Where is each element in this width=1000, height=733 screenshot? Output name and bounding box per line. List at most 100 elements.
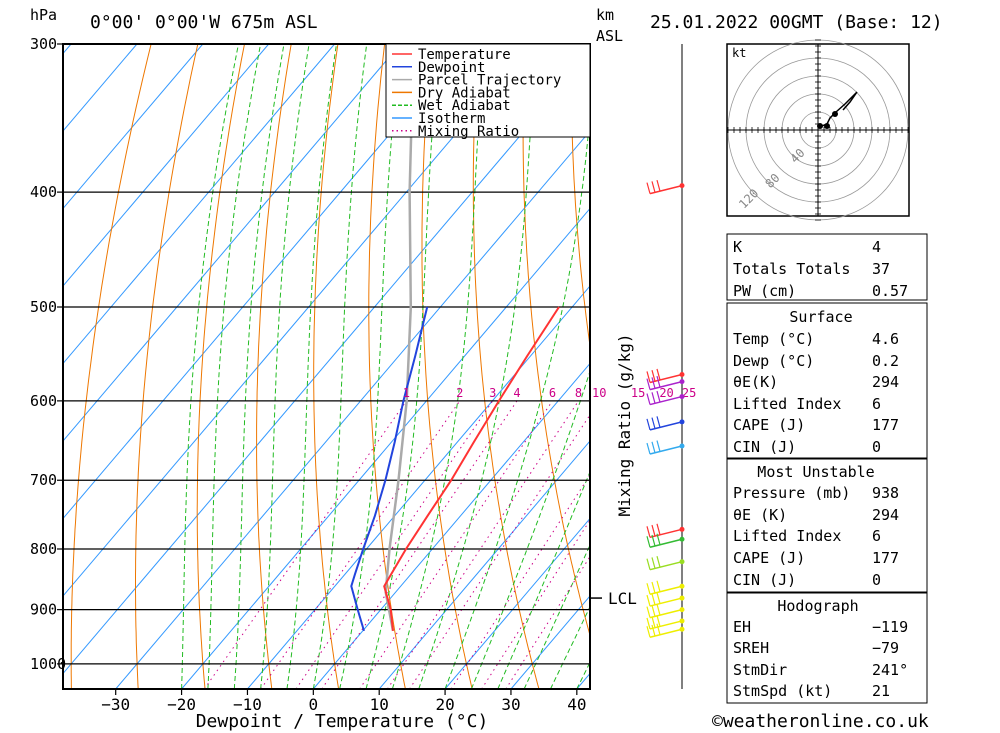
mixing-ratio-label: 15	[631, 386, 645, 400]
isotherm-line	[181, 207, 590, 689]
mixing-ratio-label: 3	[489, 386, 496, 400]
surface-value: 294	[872, 373, 899, 391]
hodograph-table-value: 241°	[872, 661, 908, 679]
wind-barb-flag	[646, 371, 651, 383]
isotherm-line	[444, 517, 590, 689]
x-axis-title: Dewpoint / Temperature (°C)	[196, 711, 489, 732]
x-tick-label: 10	[370, 695, 389, 714]
index-value: 37	[872, 260, 890, 278]
isotherm-line	[0, 44, 5, 689]
wind-barb-flag	[651, 181, 656, 193]
wind-barb-shaft	[649, 538, 683, 548]
wind-barb-shaft	[649, 421, 683, 431]
wet-adiabat-line	[391, 44, 485, 689]
hodograph-table-label: StmDir	[733, 661, 787, 679]
dry-adiabat-line	[70, 44, 152, 689]
km-label: km	[596, 6, 614, 24]
hodograph-table-value: −79	[872, 639, 899, 657]
most-unstable-label: θE (K)	[733, 506, 787, 524]
x-tick-label: −10	[233, 695, 262, 714]
wind-barb-flag	[651, 624, 656, 637]
isotherm-line	[115, 130, 590, 689]
isotherm-line	[63, 44, 335, 365]
legend-label: Isotherm	[418, 111, 485, 127]
wet-adiabat-line	[286, 44, 337, 689]
wet-adiabat-line	[181, 44, 239, 689]
legend-label: Dry Adiabat	[418, 85, 511, 101]
x-tick-label: 40	[567, 695, 586, 714]
wind-barb-flag	[656, 623, 661, 635]
dry-adiabat-line	[945, 44, 1000, 689]
surface-label: θE(K)	[733, 373, 778, 391]
wind-barb-flag	[651, 441, 656, 453]
wind-barb-shaft	[649, 395, 683, 406]
hodograph-table-title: Hodograph	[777, 597, 858, 615]
wind-barb-flag	[656, 592, 661, 604]
y-tick-label: 600	[30, 392, 57, 410]
wind-barb-shaft	[649, 628, 683, 639]
wind-barb-flag	[651, 417, 656, 429]
mixing-ratio-label: 2	[456, 386, 463, 400]
x-tick-label: 20	[435, 695, 454, 714]
y-tick-label: 1000	[30, 655, 66, 673]
surface-label: Lifted Index	[733, 395, 841, 413]
isotherm-line	[63, 44, 204, 210]
surface-label: CIN (J)	[733, 438, 796, 456]
isotherm-line	[63, 44, 138, 132]
dry-adiabat-line	[570, 44, 590, 350]
wind-barb-flag	[646, 536, 651, 548]
legend-label: Parcel Trajectory	[418, 73, 561, 89]
most-unstable-label: CIN (J)	[733, 571, 796, 589]
mixing-ratio-label: 8	[575, 386, 582, 400]
wind-barb-flag	[651, 377, 656, 389]
dry-adiabat-line	[135, 44, 199, 689]
index-label: Totals Totals	[733, 260, 850, 278]
wind-barb-flag	[656, 533, 661, 545]
mixing-ratio-line	[321, 400, 518, 689]
dry-adiabat-line	[313, 44, 340, 689]
x-tick-label: −20	[167, 695, 196, 714]
wind-barb-shaft	[649, 373, 683, 384]
most-unstable-value: 0	[872, 571, 881, 589]
surface-value: 0.2	[872, 352, 899, 370]
indices-table: K 4 Totals Totals 37 PW (cm) 0.57	[726, 233, 928, 301]
lcl-label: LCL	[608, 589, 637, 608]
wet-adiabat-line	[418, 44, 537, 689]
copyright-link[interactable]: ©weatheronline.co.uk	[712, 711, 929, 732]
hodograph-table-label: EH	[733, 618, 751, 636]
surface-title: Surface	[789, 308, 852, 326]
wind-barb-flag	[646, 617, 651, 630]
legend-label: Dewpoint	[418, 60, 485, 76]
wind-barb-shaft	[649, 380, 683, 391]
surface-value: 177	[872, 416, 899, 434]
hodograph-point	[824, 123, 830, 129]
dry-adiabat-line	[421, 44, 473, 689]
y-tick-label: 800	[30, 540, 57, 558]
wind-barb-shaft	[649, 597, 683, 607]
mixing-ratio-line	[203, 400, 407, 689]
wind-barb-flag	[656, 416, 661, 428]
wind-barb-flag	[656, 580, 661, 592]
index-value: 0.57	[872, 282, 908, 300]
most-unstable-label: CAPE (J)	[733, 549, 805, 567]
wind-barb-flag	[656, 368, 661, 381]
datetime-label: 25.01.2022 00GMT (Base: 12)	[650, 12, 943, 33]
mixing-ratio-label: 6	[549, 386, 556, 400]
hodograph-table-value: −119	[872, 618, 908, 636]
hodograph-table-value: 21	[872, 682, 890, 700]
surface-value: 4.6	[872, 330, 899, 348]
wind-barb-shaft	[649, 585, 683, 595]
wind-barb-flag	[656, 603, 661, 616]
mixing-ratio-axis-label: Mixing Ratio (g/kg)	[615, 333, 634, 516]
wind-barb-flag	[646, 418, 651, 431]
wind-barb-flag	[646, 558, 651, 570]
hodograph-point	[817, 123, 823, 129]
isotherm-line	[312, 362, 590, 689]
wind-barb-flag	[651, 370, 656, 382]
hodograph-table-label: SREH	[733, 639, 769, 657]
asl-label: ASL	[596, 27, 623, 45]
wind-barb-flag	[651, 524, 656, 537]
isotherm-line	[63, 44, 401, 442]
wet-adiabat-line	[339, 44, 402, 689]
skew-t-plot: 1 2 3 4 6 8 10 15 20 25 3004005006007008009001000…	[0, 35, 1000, 732]
